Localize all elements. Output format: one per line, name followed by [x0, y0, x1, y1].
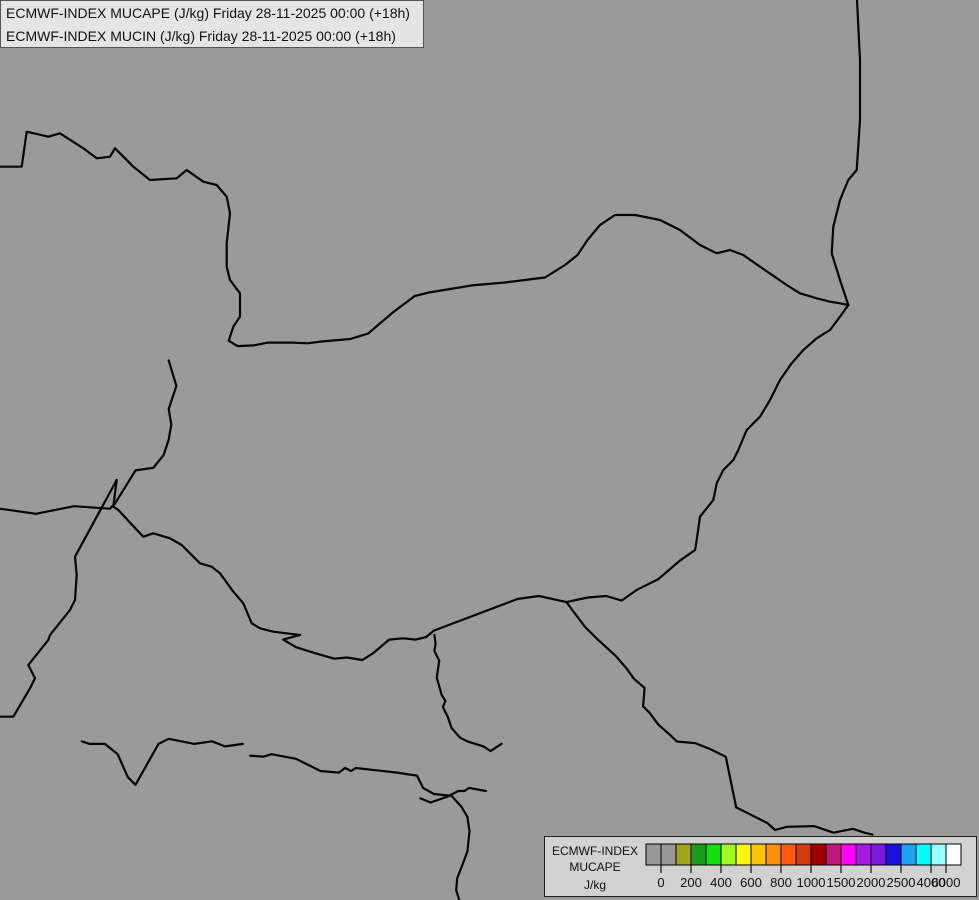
svg-text:1500: 1500	[827, 875, 856, 890]
svg-text:400: 400	[710, 875, 732, 890]
svg-text:600: 600	[740, 875, 762, 890]
svg-text:0: 0	[657, 875, 664, 890]
svg-text:1000: 1000	[797, 875, 826, 890]
svg-text:6000: 6000	[932, 875, 961, 890]
svg-text:200: 200	[680, 875, 702, 890]
svg-text:800: 800	[770, 875, 792, 890]
svg-text:2500: 2500	[887, 875, 916, 890]
svg-text:2000: 2000	[857, 875, 886, 890]
